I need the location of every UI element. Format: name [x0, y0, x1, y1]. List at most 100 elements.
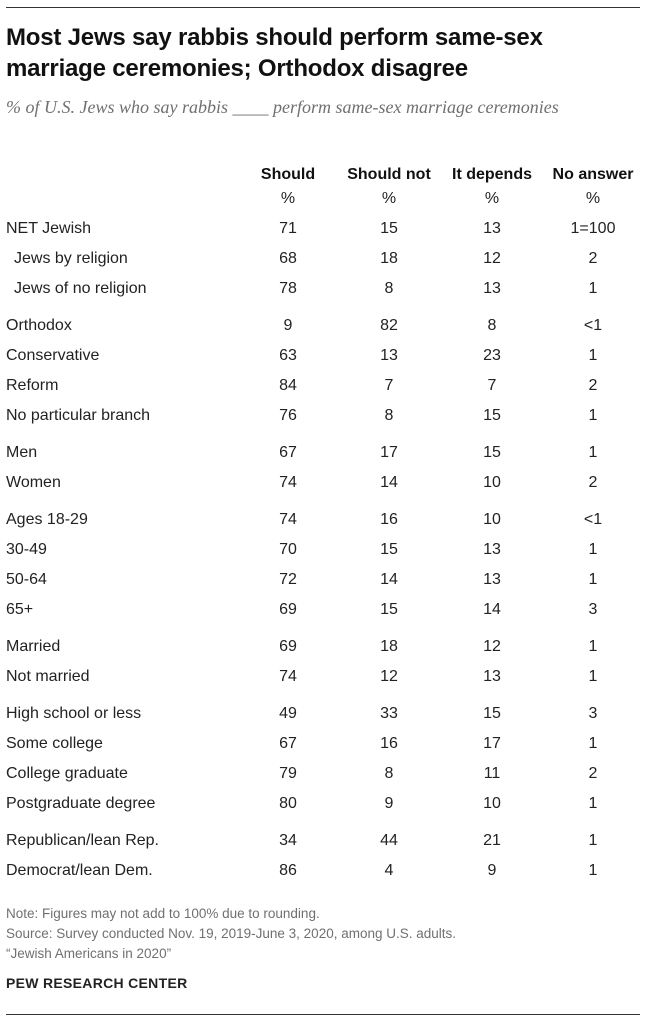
bottom-rule: [6, 1014, 640, 1015]
source-text: Source: Survey conducted Nov. 19, 2019-J…: [6, 926, 457, 941]
table-cell: 74: [279, 511, 297, 528]
table-cell: 2: [588, 474, 598, 491]
table-cell: 7: [384, 377, 394, 394]
table-cell: 8: [384, 407, 394, 424]
table-cell: 13: [483, 668, 501, 685]
data-table: Should% Should not% It depends% No answer% N…: [6, 166, 634, 879]
row-label: 50-64: [6, 571, 47, 588]
table-cell: 18: [380, 250, 398, 267]
table-cell: 1: [588, 832, 598, 849]
table-cell: 15: [380, 601, 398, 618]
chart-notes: Note: Figures may not add to 100% due to…: [6, 904, 626, 964]
top-rule: [6, 7, 640, 8]
table-cell: 1: [588, 407, 598, 424]
row-label: Republican/lean Rep.: [6, 832, 159, 849]
table-cell: 2: [588, 250, 598, 267]
table-cell: 82: [380, 317, 398, 334]
table-cell: 78: [279, 280, 297, 297]
table-cell: 23: [483, 347, 501, 364]
table-cell: 49: [279, 705, 297, 722]
table-cell: 14: [380, 474, 398, 491]
row-label: Reform: [6, 377, 59, 394]
table-cell: 79: [279, 765, 297, 782]
table-cell: 33: [380, 705, 398, 722]
table-cell: 9: [384, 795, 394, 812]
table-cell: 71: [279, 220, 297, 237]
table-cell: 8: [487, 317, 497, 334]
table-cell: 1: [588, 280, 598, 297]
organization-name: PEW RESEARCH CENTER: [6, 975, 188, 991]
table-cell: 74: [279, 668, 297, 685]
table-cell: 18: [380, 638, 398, 655]
note-text: Note: Figures may not add to 100% due to…: [6, 906, 320, 921]
table-cell: 13: [483, 541, 501, 558]
table-cell: 86: [279, 862, 297, 879]
column-header: Should: [260, 166, 316, 183]
chart-subtitle: % of U.S. Jews who say rabbis ____ perfo…: [6, 97, 559, 117]
table-cell: 13: [483, 280, 501, 297]
source-report-text: “Jewish Americans in 2020”: [6, 946, 172, 961]
row-label: 65+: [6, 601, 34, 618]
table-cell: 69: [279, 601, 297, 618]
row-label: Ages 18-29: [6, 511, 88, 528]
table-cell: 15: [483, 705, 501, 722]
table-cell: 3: [588, 705, 598, 722]
table-cell: 68: [279, 250, 297, 267]
table-cell: 16: [380, 511, 398, 528]
table-cell: 2: [588, 377, 598, 394]
table-cell: 21: [483, 832, 501, 849]
table-cell: 8: [384, 280, 394, 297]
row-label: NET Jewish: [6, 220, 92, 237]
column-header: It depends: [451, 166, 533, 183]
table-cell: 10: [483, 511, 501, 528]
table-cell: 3: [588, 601, 598, 618]
table-cell: 1: [588, 795, 598, 812]
table-cell: 72: [279, 571, 297, 588]
table-cell: 69: [279, 638, 297, 655]
table-cell: 17: [380, 444, 398, 461]
table-cell: 9: [283, 317, 293, 334]
table-cell: 1: [588, 571, 598, 588]
column-unit: %: [484, 190, 500, 207]
column-header: Should not: [347, 166, 431, 183]
row-label: Some college: [6, 735, 103, 752]
table-cell: 7: [487, 377, 497, 394]
row-label: Women: [6, 474, 61, 491]
table-cell: 80: [279, 795, 297, 812]
table-cell: 13: [483, 220, 501, 237]
table-cell: 74: [279, 474, 297, 491]
row-label: Men: [6, 444, 38, 461]
table-cell: 1: [588, 444, 598, 461]
table-cell: 2: [588, 765, 598, 782]
table-cell: 12: [483, 638, 501, 655]
table-cell: 11: [483, 765, 501, 782]
table-cell: 15: [483, 407, 501, 424]
column-unit: %: [585, 190, 601, 207]
table-cell: 70: [279, 541, 297, 558]
table-cell: 1: [588, 735, 598, 752]
table-cell: 15: [380, 541, 398, 558]
table-cell: 13: [380, 347, 398, 364]
table-cell: 44: [380, 832, 398, 849]
table-cell: 14: [483, 601, 501, 618]
row-label: Democrat/lean Dem.: [6, 862, 153, 879]
table-cell: 9: [487, 862, 497, 879]
table-cell: 12: [483, 250, 501, 267]
row-label: Postgraduate degree: [6, 795, 156, 812]
row-label: Married: [6, 638, 61, 655]
table-cell: 1: [588, 862, 598, 879]
chart-title: Most Jews say rabbis should perform same…: [6, 24, 543, 82]
column-unit: %: [381, 190, 397, 207]
column-header: No answer: [552, 166, 634, 183]
row-label: Jews by religion: [14, 250, 128, 267]
table-cell: 34: [279, 832, 297, 849]
row-label: Jews of no religion: [14, 280, 147, 297]
table-cell: 15: [483, 444, 501, 461]
table-cell: 1: [588, 668, 598, 685]
row-label: Not married: [6, 668, 90, 685]
table-cell: 10: [483, 474, 501, 491]
row-label: Orthodox: [6, 317, 72, 334]
table-cell: 1: [588, 638, 598, 655]
row-label: College graduate: [6, 765, 128, 782]
table-cell: 12: [380, 668, 398, 685]
